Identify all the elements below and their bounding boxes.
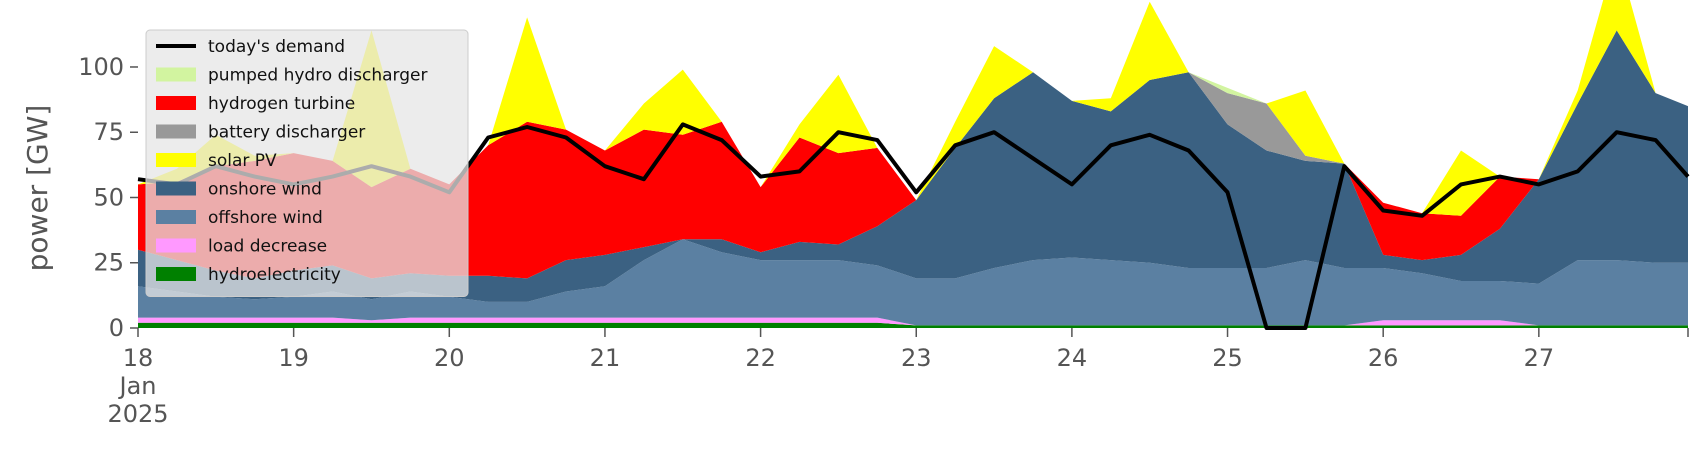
legend-label-today-s-demand: today's demand <box>208 37 345 57</box>
legend-swatch-pumped-hydro-discharger <box>156 67 196 82</box>
legend-label-offshore-wind: offshore wind <box>208 208 323 228</box>
legend-swatch-load-decrease <box>156 238 196 253</box>
x-tick-label: 20 <box>434 344 465 372</box>
y-tick-label: 25 <box>93 249 124 277</box>
legend-label-battery-discharger: battery discharger <box>208 123 365 143</box>
legend-swatch-battery-discharger <box>156 124 196 139</box>
x-tick-label: 25 <box>1212 344 1243 372</box>
legend-box <box>145 29 469 297</box>
area-onshore-wind <box>138 30 1688 302</box>
y-tick-label: 0 <box>109 314 124 342</box>
legend-label-pumped-hydro-discharger: pumped hydro discharger <box>208 66 427 86</box>
x-tick-label: 24 <box>1057 344 1088 372</box>
area-solar-pv <box>138 0 1688 216</box>
x-tick-label: 23 <box>901 344 932 372</box>
area-offshore-wind <box>138 239 1688 326</box>
area-hydrogen-turbine <box>138 30 1688 279</box>
x-tick-label: 19 <box>278 344 309 372</box>
legend-label-onshore-wind: onshore wind <box>208 180 322 200</box>
x-tick-label: 18 <box>123 344 154 372</box>
x-tick-label: 27 <box>1524 344 1555 372</box>
legend-label-solar-pv: solar PV <box>208 151 277 171</box>
x-tick-label: 22 <box>745 344 776 372</box>
legend-swatch-onshore-wind <box>156 181 196 196</box>
y-tick-label: 100 <box>78 53 124 81</box>
y-tick-label: 75 <box>93 118 124 146</box>
x-tick-label: 21 <box>590 344 621 372</box>
legend-swatch-offshore-wind <box>156 210 196 224</box>
x-tick-label: 26 <box>1368 344 1399 372</box>
legend-swatch-hydrogen-turbine <box>156 96 196 110</box>
legend-label-hydroelectricity: hydroelectricity <box>208 265 341 285</box>
legend-label-hydrogen-turbine: hydrogen turbine <box>208 94 355 114</box>
legend-label-load-decrease: load decrease <box>208 237 327 257</box>
legend-swatch-solar-pv <box>156 153 196 167</box>
legend-swatch-hydroelectricity <box>156 267 196 281</box>
y-axis-label: power [GW] <box>21 105 54 272</box>
area-load-decrease <box>138 317 1688 326</box>
x-tick-year-label: 2025 <box>107 400 168 428</box>
y-tick-label: 50 <box>93 183 124 211</box>
x-tick-month-label: Jan <box>118 372 157 400</box>
legend: today's demand pumped hydro discharger hyd… <box>145 29 469 297</box>
